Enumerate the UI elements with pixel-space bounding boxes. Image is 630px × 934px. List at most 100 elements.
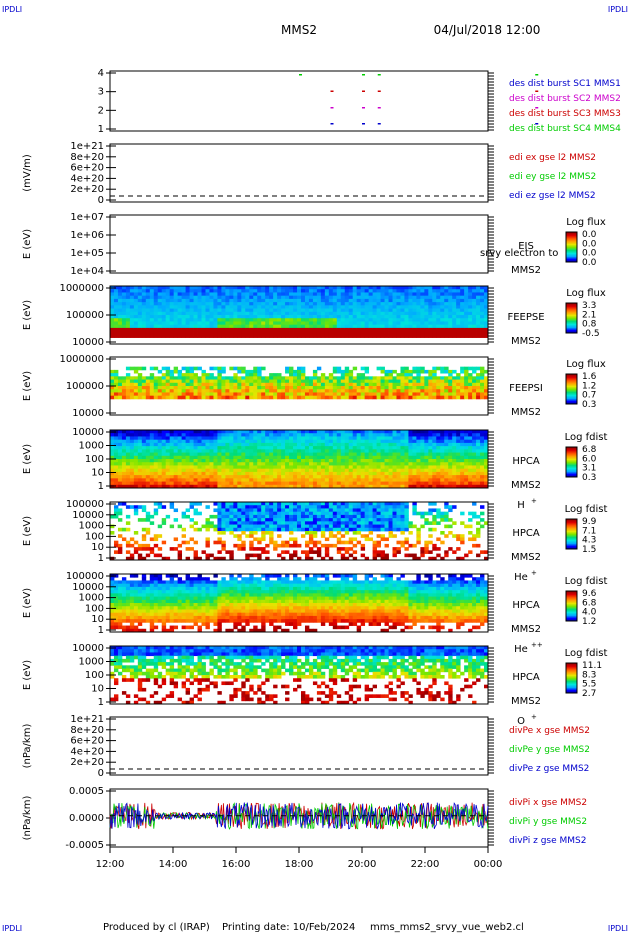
spec-cell: [380, 386, 385, 390]
spec-cell: [145, 331, 151, 335]
spec-cell: [137, 442, 143, 447]
spec-cell: [145, 514, 151, 519]
spec-cell: [460, 298, 465, 303]
spec-cell: [209, 295, 214, 300]
spec-cell: [229, 527, 234, 532]
spec-cell: [297, 430, 302, 434]
spec-cell: [484, 382, 489, 387]
spec-cell: [269, 331, 274, 335]
spec-cell: [193, 468, 198, 473]
spec-cell: [137, 292, 143, 297]
spec-cell: [189, 318, 194, 322]
cb-step: [566, 454, 577, 456]
spec-cell: [352, 305, 358, 309]
spec-cell: [476, 442, 481, 447]
spec-cell: [281, 295, 286, 300]
spec-cell: [384, 376, 389, 380]
spec-cell: [340, 395, 346, 400]
spec-cell: [308, 331, 314, 335]
spec-cell: [444, 430, 449, 434]
spec-cell: [237, 395, 242, 400]
spec-cell: [125, 327, 131, 332]
spec-cell: [312, 484, 318, 489]
spec-cell: [137, 543, 143, 548]
y-tick-label: 2e+20: [70, 184, 104, 195]
spec-cell: [384, 315, 389, 319]
spec-cell: [344, 315, 350, 319]
spec-cell: [249, 376, 254, 380]
spec-cell: [368, 481, 374, 486]
spec-cell: [117, 484, 123, 489]
spec-cell: [340, 433, 346, 437]
spec-cell: [484, 334, 489, 338]
spec-cell: [129, 449, 135, 453]
spec-cell: [448, 379, 453, 384]
spec-cell: [360, 433, 366, 437]
spec-cell: [464, 289, 469, 293]
spec-cell: [352, 455, 358, 460]
spec-cell: [249, 502, 254, 506]
spec-cell: [193, 308, 198, 313]
spec-cell: [312, 379, 318, 384]
spec-cell: [261, 446, 266, 450]
spec-cell: [269, 478, 274, 482]
spec-cell: [428, 452, 433, 457]
spec-cell: [356, 442, 362, 447]
spec-cell: [484, 442, 489, 447]
spec-cell: [372, 446, 377, 450]
spec-cell: [400, 308, 405, 313]
spec-cell: [221, 442, 226, 447]
spec-cell: [460, 292, 465, 297]
y-tick-label: 1e+07: [70, 212, 104, 223]
spec-cell: [468, 471, 473, 476]
spec-cell: [261, 321, 266, 326]
spec-cell: [285, 324, 290, 329]
spec-cell: [344, 321, 350, 326]
spec-cell: [133, 508, 139, 513]
spec-cell: [468, 449, 473, 453]
spec-cell: [125, 389, 131, 393]
spec-cell: [324, 439, 330, 444]
spec-cell: [328, 373, 334, 377]
spec-cell: [432, 321, 437, 326]
cb-step: [566, 386, 577, 388]
spec-cell: [125, 379, 131, 384]
spec-cell: [213, 327, 218, 332]
spec-cell: [269, 502, 274, 506]
spec-cell: [320, 534, 326, 538]
spec-cell: [316, 502, 322, 506]
hpca-h-panel-charge: +: [531, 497, 537, 505]
spec-cell: [269, 518, 274, 522]
spec-cell: [209, 459, 214, 463]
spec-cell: [336, 446, 342, 450]
spec-cell: [404, 436, 409, 441]
spec-cell: [125, 305, 131, 309]
spec-cell: [213, 475, 218, 479]
spec-cell: [121, 446, 127, 450]
spec-cell: [221, 471, 226, 476]
spec-cell: [456, 327, 461, 332]
spec-cell: [177, 292, 183, 297]
spec-cell: [161, 505, 167, 509]
spec-cell: [444, 386, 449, 390]
spec-cell: [225, 389, 230, 393]
spec-cell: [424, 292, 429, 297]
spec-cell: [452, 439, 457, 444]
spec-cell: [205, 553, 210, 558]
spec-cell: [348, 327, 354, 332]
spec-cell: [121, 305, 127, 309]
spec-cell: [312, 376, 318, 380]
spec-cell: [253, 439, 258, 444]
spec-cell: [261, 382, 266, 387]
spec-cell: [328, 324, 334, 329]
spec-cell: [145, 547, 151, 551]
spec-cell: [476, 324, 481, 329]
spec-cell: [428, 305, 433, 309]
spec-cell: [480, 331, 485, 335]
spec-cell: [257, 302, 262, 306]
spec-cell: [444, 315, 449, 319]
spec-cell: [157, 305, 163, 309]
spec-cell: [392, 452, 397, 457]
spec-cell: [253, 327, 258, 332]
spec-cell: [237, 382, 242, 387]
